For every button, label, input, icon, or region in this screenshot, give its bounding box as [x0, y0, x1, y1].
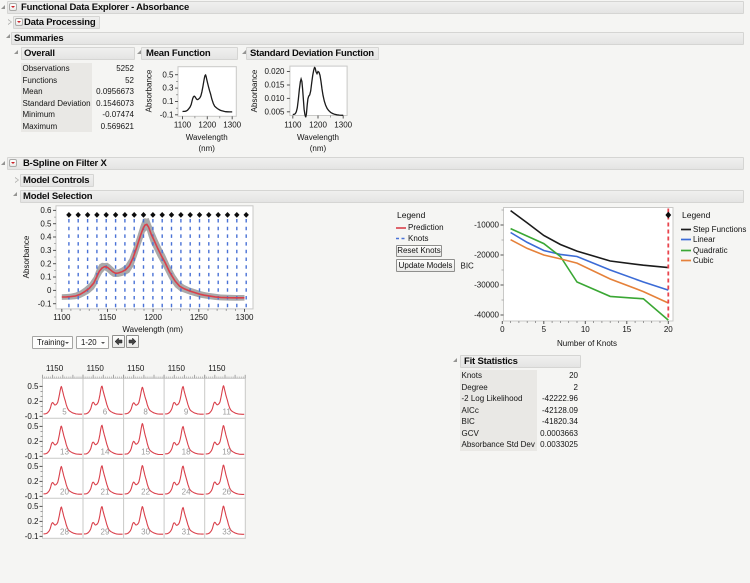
svg-text:15: 15: [141, 447, 150, 456]
svg-text:-10000: -10000: [474, 221, 499, 230]
svg-text:Absorbance: Absorbance: [250, 69, 259, 112]
svg-text:Wavelength: Wavelength: [186, 133, 228, 142]
svg-text:24: 24: [182, 487, 191, 496]
svg-text:Absorbance: Absorbance: [145, 69, 154, 112]
svg-text:0.5: 0.5: [162, 70, 174, 79]
svg-text:BIC: BIC: [461, 262, 475, 271]
svg-text:1300: 1300: [236, 313, 254, 322]
svg-text:19: 19: [222, 447, 231, 456]
svg-text:1100: 1100: [53, 313, 71, 322]
svg-text:-0.1: -0.1: [25, 492, 39, 501]
svg-text:21: 21: [101, 487, 110, 496]
svg-text:-0.1: -0.1: [160, 110, 174, 119]
svg-text:-20000: -20000: [474, 251, 499, 260]
svg-text:0.5: 0.5: [27, 502, 39, 511]
svg-text:1200: 1200: [198, 121, 216, 130]
svg-text:11: 11: [223, 407, 232, 416]
svg-text:1150: 1150: [46, 364, 64, 373]
svg-text:1300: 1300: [223, 121, 241, 130]
svg-text:6: 6: [103, 407, 108, 416]
svg-text:1150: 1150: [87, 364, 105, 373]
svg-text:0.2: 0.2: [40, 259, 52, 268]
svg-text:1200: 1200: [144, 313, 162, 322]
svg-text:18: 18: [182, 447, 191, 456]
svg-text:31: 31: [182, 527, 191, 536]
svg-text:1200: 1200: [309, 121, 327, 130]
svg-text:5: 5: [542, 325, 547, 334]
svg-text:0.5: 0.5: [27, 382, 39, 391]
svg-text:1150: 1150: [99, 313, 117, 322]
svg-text:0.005: 0.005: [264, 107, 285, 116]
svg-text:14: 14: [101, 447, 110, 456]
svg-text:20: 20: [664, 325, 673, 334]
svg-text:28: 28: [60, 527, 69, 536]
svg-text:0.5: 0.5: [27, 422, 39, 431]
svg-text:1100: 1100: [284, 121, 302, 130]
svg-text:0.3: 0.3: [162, 84, 174, 93]
svg-text:0.2: 0.2: [27, 517, 39, 526]
svg-text:0.2: 0.2: [27, 477, 39, 486]
svg-text:0.2: 0.2: [27, 397, 39, 406]
svg-text:0.015: 0.015: [264, 81, 285, 90]
svg-text:Wavelength: Wavelength: [297, 133, 339, 142]
svg-text:10: 10: [581, 325, 590, 334]
svg-text:0.5: 0.5: [27, 462, 39, 471]
svg-text:20: 20: [60, 487, 69, 496]
svg-text:0.2: 0.2: [27, 437, 39, 446]
svg-text:0.020: 0.020: [264, 67, 285, 76]
svg-text:0.4: 0.4: [40, 233, 52, 242]
svg-text:-0.1: -0.1: [38, 299, 52, 308]
svg-text:-30000: -30000: [474, 281, 499, 290]
svg-text:0.1: 0.1: [162, 97, 174, 106]
svg-text:0.1: 0.1: [40, 273, 52, 282]
svg-text:26: 26: [222, 487, 231, 496]
svg-text:(nm): (nm): [198, 144, 215, 153]
svg-text:-0.1: -0.1: [25, 412, 39, 421]
svg-text:(nm): (nm): [310, 144, 327, 153]
svg-text:0.010: 0.010: [264, 94, 285, 103]
svg-text:22: 22: [141, 487, 150, 496]
svg-text:Absorbance: Absorbance: [22, 235, 31, 278]
svg-text:0: 0: [47, 286, 52, 295]
svg-text:-40000: -40000: [474, 311, 499, 320]
svg-text:13: 13: [60, 447, 69, 456]
svg-text:1150: 1150: [168, 364, 186, 373]
svg-text:15: 15: [622, 325, 631, 334]
svg-text:0.5: 0.5: [40, 219, 52, 228]
svg-text:1250: 1250: [190, 313, 208, 322]
svg-text:Wavelength (nm): Wavelength (nm): [122, 325, 183, 334]
svg-text:29: 29: [101, 527, 110, 536]
svg-text:8: 8: [143, 407, 148, 416]
svg-text:1150: 1150: [208, 364, 226, 373]
svg-text:1150: 1150: [127, 364, 145, 373]
svg-text:5: 5: [62, 407, 67, 416]
svg-text:0.6: 0.6: [40, 206, 52, 215]
svg-text:33: 33: [222, 527, 231, 536]
svg-text:1300: 1300: [334, 121, 352, 130]
svg-text:Number of Knots: Number of Knots: [557, 339, 617, 348]
svg-text:0.3: 0.3: [40, 246, 52, 255]
svg-text:1100: 1100: [174, 121, 192, 130]
svg-text:9: 9: [184, 407, 189, 416]
svg-text:-0.1: -0.1: [25, 532, 39, 541]
svg-text:-0.1: -0.1: [25, 452, 39, 461]
svg-text:30: 30: [141, 527, 150, 536]
svg-text:0: 0: [500, 325, 505, 334]
